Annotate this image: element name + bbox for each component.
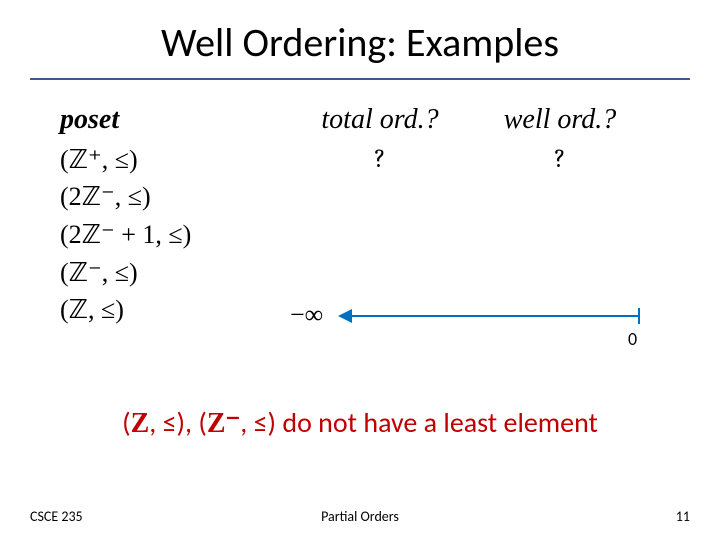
arrow-head-icon [338, 309, 352, 323]
total-q-1: ? [290, 141, 470, 179]
row-2: (2ℤ⁻, ≤) [60, 178, 660, 216]
conclusion-z2: Z⁻ [207, 408, 240, 439]
minus-infinity-label: −∞ [290, 300, 323, 330]
well-q-1: ? [470, 141, 650, 179]
conclusion-open: ( [122, 405, 131, 440]
footer-center: Partial Orders [0, 508, 720, 525]
poset-4: (ℤ⁻, ≤) [60, 254, 290, 292]
conclusion-text: (Z, ≤), (Z⁻, ≤) do not have a least elem… [0, 405, 720, 440]
row-4: (ℤ⁻, ≤) [60, 254, 660, 292]
poset-3: (2ℤ⁻ + 1, ≤) [60, 216, 290, 254]
footer-page-number: 11 [676, 508, 690, 525]
poset-2: (2ℤ⁻, ≤) [60, 178, 290, 216]
conclusion-mid1: , ≤), ( [149, 405, 207, 440]
number-line-arrow [340, 306, 650, 326]
header-poset: poset [60, 100, 290, 141]
conclusion-z1: Z [131, 408, 150, 439]
content-table: poset total ord.? well ord.? (ℤ⁺, ≤) ? ?… [60, 100, 660, 329]
slide-title: Well Ordering: Examples [0, 18, 720, 67]
poset-5: (ℤ, ≤) [60, 291, 290, 329]
poset-1: (ℤ⁺, ≤) [60, 141, 290, 179]
row-1: (ℤ⁺, ≤) ? ? [60, 141, 660, 179]
conclusion-mid2: , ≤) [240, 405, 282, 440]
header-total: total ord.? [290, 100, 470, 141]
conclusion-tail: do not have a least element [282, 405, 598, 440]
arrow-line [340, 315, 640, 317]
zero-label: 0 [628, 328, 637, 350]
slide: Well Ordering: Examples poset total ord.… [0, 0, 720, 540]
title-underline [30, 78, 690, 80]
header-row: poset total ord.? well ord.? [60, 100, 660, 141]
row-3: (2ℤ⁻ + 1, ≤) [60, 216, 660, 254]
header-well: well ord.? [470, 100, 650, 141]
arrow-tick [638, 308, 640, 324]
